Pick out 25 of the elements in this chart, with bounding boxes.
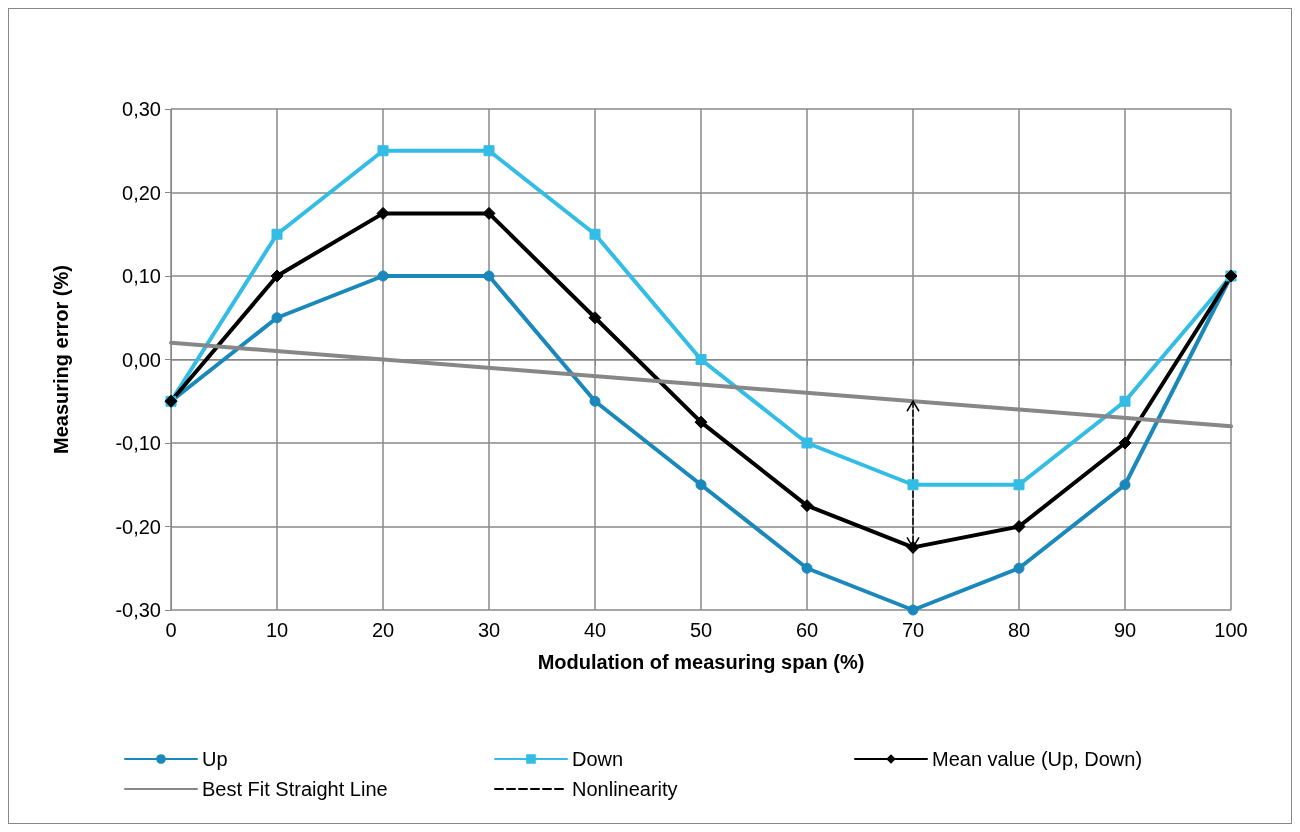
x-tick-label: 0 xyxy=(165,619,177,641)
x-tick-label: 100 xyxy=(1214,619,1248,641)
x-tick-label: 30 xyxy=(477,619,501,641)
legend-label: Down xyxy=(572,748,624,770)
x-axis-title: Modulation of measuring span (%) xyxy=(537,651,865,673)
legend-label: Best Fit Straight Line xyxy=(202,778,388,800)
legend-label: Mean value (Up, Down) xyxy=(932,748,1143,770)
y-tick-label: 0,20 xyxy=(122,181,161,204)
x-tick-label: 50 xyxy=(689,619,713,641)
x-tick-label: 60 xyxy=(795,619,819,641)
x-tick-label: 80 xyxy=(1007,619,1031,641)
y-tick-label: 0,10 xyxy=(122,265,161,287)
y-tick-label: 0,30 xyxy=(122,98,161,120)
y-tick-label: -0,20 xyxy=(115,515,161,538)
y-tick-label: -0,30 xyxy=(115,599,161,621)
y-axis-title: Measuring error (%) xyxy=(50,265,72,454)
x-tick-label: 70 xyxy=(901,619,925,641)
x-tick-label: 40 xyxy=(583,619,607,641)
x-tick-label: 90 xyxy=(1113,619,1137,641)
x-tick-label: 10 xyxy=(265,619,289,641)
legend-label: Up xyxy=(202,748,228,770)
y-tick-label: 0,00 xyxy=(122,348,161,371)
x-tick-label: 20 xyxy=(371,619,395,641)
legend-label: Nonlinearity xyxy=(572,778,678,800)
y-tick-label: -0,10 xyxy=(115,432,161,454)
